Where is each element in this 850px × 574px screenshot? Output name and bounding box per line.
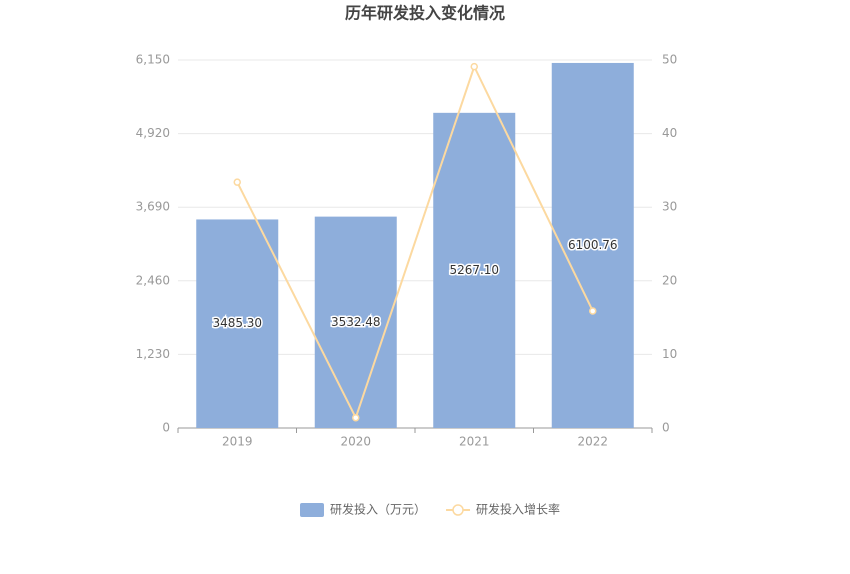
bar-value-label: 3485.30 [212, 316, 262, 330]
bar-value-label: 3532.48 [331, 315, 381, 329]
y2-tick-label: 40 [662, 126, 677, 140]
bar [314, 216, 397, 428]
x-tick-label: 2020 [340, 435, 371, 449]
legend-label: 研发投入（万元） [330, 502, 426, 517]
x-tick-label: 2021 [459, 435, 490, 449]
y2-tick-label: 0 [662, 421, 670, 435]
line-point [589, 307, 597, 315]
bar-value-label: 5267.10 [449, 263, 499, 277]
x-tick-label: 2019 [222, 435, 253, 449]
y-tick-label: 0 [162, 421, 170, 435]
bar [196, 219, 279, 428]
bar [551, 62, 634, 429]
y2-tick-label: 30 [662, 200, 677, 214]
bar [433, 112, 516, 428]
legend-label: 研发投入增长率 [476, 502, 560, 517]
y2-tick-label: 50 [662, 53, 677, 67]
line [236, 63, 594, 421]
x-tick-label: 2022 [577, 435, 608, 449]
legend-swatch [300, 503, 324, 517]
y-tick-label: 3,690 [136, 200, 170, 214]
legend-marker [452, 504, 464, 516]
y-tick-label: 1,230 [136, 347, 170, 361]
y-tick-label: 6,150 [136, 53, 170, 67]
line-point [470, 62, 478, 71]
y-tick-label: 2,460 [136, 273, 170, 287]
line-point [352, 413, 360, 422]
chart-title: 历年研发投入变化情况 [345, 4, 505, 23]
y2-tick-label: 20 [662, 273, 677, 287]
line-point [233, 178, 241, 186]
bar-value-label: 6100.76 [568, 238, 618, 252]
y2-tick-label: 10 [662, 347, 677, 361]
y-tick-label: 4,920 [136, 126, 170, 140]
